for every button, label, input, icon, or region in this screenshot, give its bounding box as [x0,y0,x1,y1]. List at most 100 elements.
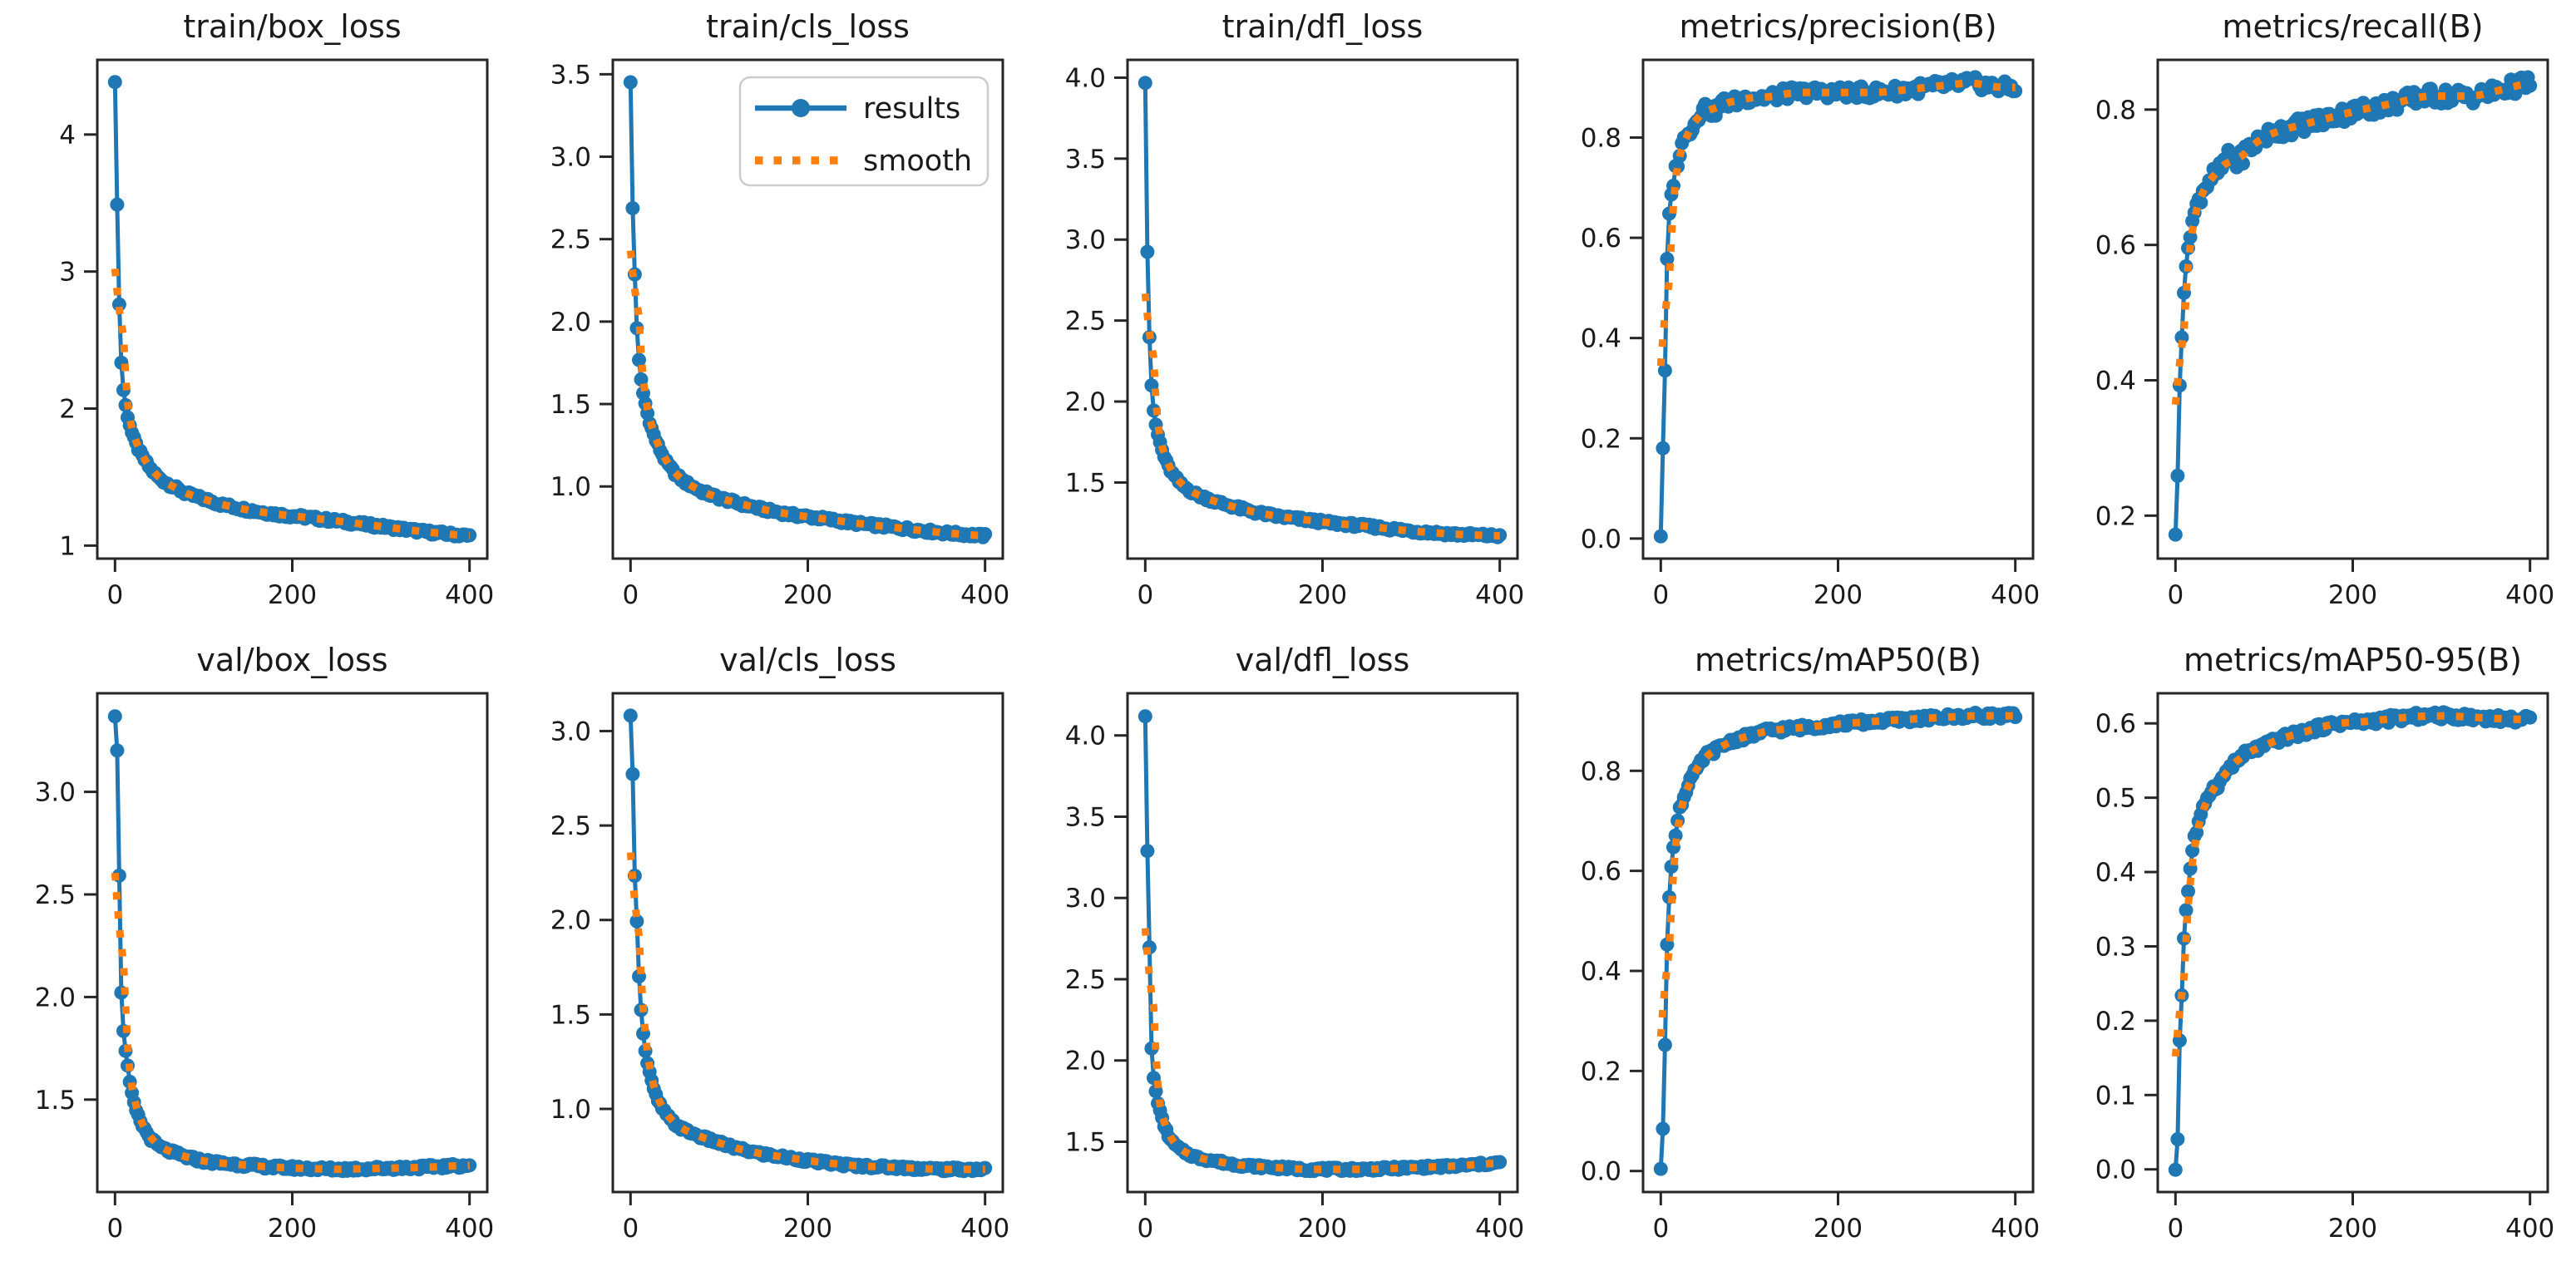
svg-text:200: 200 [783,1214,832,1244]
plot-area: 0 200 400 0.0 0.2 0.4 0.6 0.8 [1546,633,2061,1268]
svg-text:200: 200 [268,580,317,610]
svg-text:1.5: 1.5 [550,1000,591,1030]
svg-text:3.0: 3.0 [35,778,76,808]
svg-text:200: 200 [2328,1214,2377,1244]
svg-text:2.0: 2.0 [550,906,591,936]
svg-text:400: 400 [1475,1214,1524,1244]
svg-text:1.0: 1.0 [550,1095,591,1125]
plot-svg: 0 200 400 1.0 1.5 2.0 2.5 3.0 [550,692,1009,1244]
subplot-title: val/dfl_loss [1235,642,1410,678]
subplot-title: metrics/mAP50-95(B) [2183,642,2523,678]
subplot-train-cls-loss: train/cls_loss 0 200 400 1.0 1.5 2.0 2.5 3.0 3.5… [516,0,1031,634]
svg-text:3.0: 3.0 [550,717,591,746]
svg-text:0.2: 0.2 [1581,1057,1621,1086]
plot-svg: 0 200 400 0.0 0.1 0.2 0.3 0.4 0.5 0.6 [2095,692,2554,1244]
svg-text:200: 200 [268,1214,317,1244]
subplot-metrics-map50-95: metrics/mAP50-95(B) 0 200 400 0.0 0.1 0.2 0.3 0… [2060,633,2576,1268]
legend-label-smooth: smooth [863,145,972,178]
svg-text:200: 200 [1814,1214,1863,1244]
plot-area: 0 200 400 1.5 2.0 2.5 3.0 3.5 4.0 [1030,633,1546,1268]
svg-text:2.5: 2.5 [550,811,591,841]
svg-text:0.2: 0.2 [1581,424,1621,454]
svg-text:400: 400 [1991,1214,2040,1244]
svg-text:400: 400 [1991,580,2040,610]
svg-text:1.5: 1.5 [550,390,591,420]
subplot-title: val/box_loss [196,642,388,678]
svg-text:0.4: 0.4 [1581,324,1621,354]
svg-text:2.5: 2.5 [1065,307,1106,337]
svg-text:2.5: 2.5 [35,880,76,910]
subplot-val-box-loss: val/box_loss 0 200 400 1.5 2.0 2.5 3.0 [0,633,516,1268]
plot-area: 0 200 400 1.5 2.0 2.5 3.0 [0,633,516,1268]
svg-text:0.0: 0.0 [1581,525,1621,554]
subplot-title: val/cls_loss [719,642,896,678]
subplot-title: train/cls_loss [706,8,910,45]
plot-svg: 0 200 400 0.0 0.2 0.4 0.6 0.8 [1581,692,2040,1244]
plot-svg: 0 200 400 1.5 2.0 2.5 3.0 [35,692,494,1244]
svg-text:400: 400 [445,580,494,610]
svg-text:200: 200 [1814,580,1863,610]
svg-text:4.0: 4.0 [1065,722,1106,751]
svg-text:0.6: 0.6 [1581,857,1621,887]
svg-text:0: 0 [106,580,123,610]
plot-area: 0 200 400 1.5 2.0 2.5 3.0 3.5 4.0 [1030,0,1546,634]
svg-text:1: 1 [59,531,76,561]
svg-text:400: 400 [960,1214,1009,1244]
plot-svg: 0 200 400 0.0 0.2 0.4 0.6 0.8 [1581,58,2040,610]
svg-text:2.5: 2.5 [1065,965,1106,995]
svg-text:0.4: 0.4 [2095,366,2136,396]
svg-text:0.4: 0.4 [1581,957,1621,987]
svg-text:2.0: 2.0 [550,308,591,337]
subplot-train-box-loss: train/box_loss 0 200 400 1 2 3 4 [0,0,516,634]
svg-text:0.3: 0.3 [2095,932,2136,962]
svg-text:0: 0 [2167,580,2184,610]
svg-text:0.6: 0.6 [2095,231,2136,261]
svg-text:1.5: 1.5 [35,1086,76,1116]
svg-text:400: 400 [2505,580,2554,610]
legend-label-results: results [863,92,960,126]
subplot-train-dfl-loss: train/dfl_loss 0 200 400 1.5 2.0 2.5 3.0 3.5 4.0 [1030,0,1546,634]
svg-text:0.8: 0.8 [1581,756,1621,786]
svg-text:0: 0 [2167,1214,2184,1244]
plot-svg: 0 200 400 0.2 0.4 0.6 0.8 [2095,58,2554,610]
subplot-val-cls-loss: val/cls_loss 0 200 400 1.0 1.5 2.0 2.5 3.0 [516,633,1031,1268]
plot-area: 0 200 400 1.0 1.5 2.0 2.5 3.0 [516,633,1031,1268]
plot-svg: 0 200 400 1.5 2.0 2.5 3.0 3.5 4.0 [1065,692,1524,1244]
svg-text:0.4: 0.4 [2095,858,2136,888]
svg-text:0.2: 0.2 [2095,1007,2136,1037]
svg-text:0: 0 [106,1214,123,1244]
svg-text:2.0: 2.0 [1065,387,1106,417]
svg-text:0.5: 0.5 [2095,784,2136,814]
svg-text:2: 2 [59,395,76,425]
svg-text:3.5: 3.5 [550,60,591,90]
plot-area: 0 200 400 1.0 1.5 2.0 2.5 3.0 3.5 results smooth [516,0,1031,634]
svg-text:1.5: 1.5 [1065,1127,1106,1157]
svg-text:3.0: 3.0 [550,143,591,173]
svg-text:4: 4 [59,121,76,150]
svg-text:0.8: 0.8 [1581,123,1621,153]
svg-text:3.0: 3.0 [1065,884,1106,914]
svg-text:0: 0 [622,580,639,610]
svg-text:2.5: 2.5 [550,225,591,255]
svg-text:3.5: 3.5 [1065,145,1106,175]
subplot-title: metrics/mAP50(B) [1695,642,1981,678]
svg-text:400: 400 [2505,1214,2554,1244]
svg-text:3.5: 3.5 [1065,802,1106,832]
svg-text:0: 0 [1652,1214,1669,1244]
svg-text:200: 200 [2328,580,2377,610]
svg-text:2.0: 2.0 [35,983,76,1012]
subplot-title: metrics/precision(B) [1679,8,1997,45]
subplot-title: metrics/recall(B) [2222,8,2484,45]
svg-text:200: 200 [1298,1214,1347,1244]
plot-svg: 0 200 400 1.0 1.5 2.0 2.5 3.0 3.5 results smooth [550,58,1009,610]
subplot-metrics-map50: metrics/mAP50(B) 0 200 400 0.0 0.2 0.4 0.6 0.8 [1546,633,2061,1268]
plot-area: 0 200 400 0.0 0.2 0.4 0.6 0.8 [1546,0,2061,634]
subplot-val-dfl-loss: val/dfl_loss 0 200 400 1.5 2.0 2.5 3.0 3.5 4.0 [1030,633,1546,1268]
svg-text:0.2: 0.2 [2095,501,2136,531]
plot-area: 0 200 400 0.0 0.1 0.2 0.3 0.4 0.5 0.6 [2060,633,2576,1268]
svg-text:3: 3 [59,258,76,288]
svg-text:0.0: 0.0 [1581,1157,1621,1187]
svg-text:400: 400 [960,580,1009,610]
legend: results smooth [738,76,989,187]
